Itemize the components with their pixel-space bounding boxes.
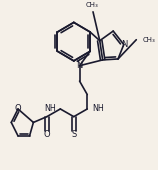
Text: NH: NH [92,105,104,113]
Text: N: N [76,61,83,70]
Text: NH: NH [44,105,55,113]
Text: CH₃: CH₃ [143,37,156,43]
Text: N: N [122,40,128,49]
Text: O: O [44,130,50,139]
Text: CH₃: CH₃ [86,2,98,8]
Text: O: O [15,105,21,113]
Text: S: S [71,130,76,139]
